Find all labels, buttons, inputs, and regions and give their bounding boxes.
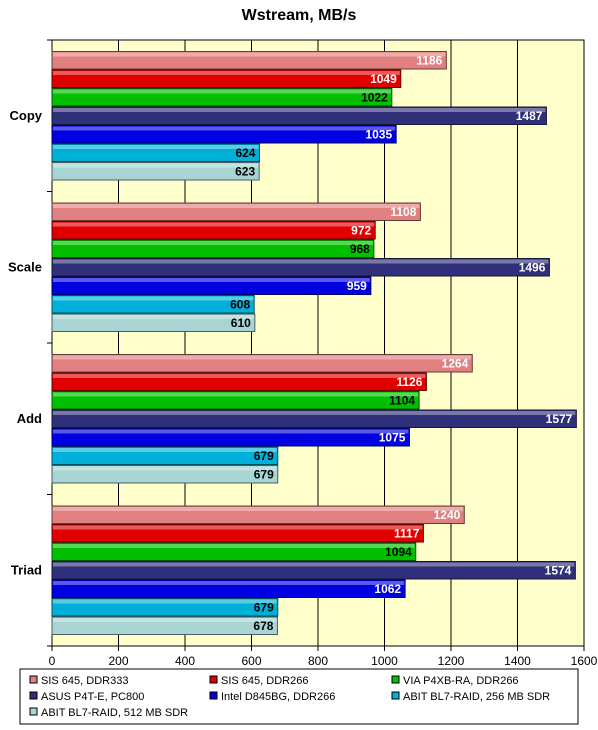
- bar-highlight: [53, 392, 419, 397]
- x-tick-label: 1000: [371, 654, 398, 668]
- bar-highlight: [53, 259, 549, 264]
- bar-highlight: [53, 355, 472, 360]
- x-tick-label: 200: [108, 654, 128, 668]
- legend-swatch: [391, 691, 400, 700]
- bar-highlight: [53, 466, 277, 471]
- x-tick-label: 800: [308, 654, 328, 668]
- data-label: 1104: [389, 393, 415, 407]
- x-tick-label: 0: [49, 654, 56, 668]
- data-label: 623: [235, 164, 255, 178]
- x-tick-label: 600: [241, 654, 261, 668]
- legend-swatch: [29, 675, 38, 684]
- bar-highlight: [53, 163, 259, 168]
- data-label: 1264: [442, 356, 469, 370]
- bar-highlight: [53, 278, 370, 282]
- bar-highlight: [53, 315, 254, 319]
- data-label: 1035: [365, 127, 392, 141]
- bar-highlight: [53, 374, 426, 378]
- data-label: 1049: [370, 72, 397, 86]
- legend-entry: SIS 645, DDR333: [41, 675, 128, 687]
- data-label: 678: [253, 619, 273, 633]
- x-axis: 0 200 400 600 800 1000 1200 1400 1600: [49, 646, 598, 668]
- data-label: 1577: [546, 412, 573, 426]
- legend: SIS 645, DDR333 SIS 645, DDR266 VIA P4XB-R…: [19, 668, 579, 725]
- data-label: 679: [254, 467, 274, 481]
- bar-highlight: [53, 599, 277, 604]
- bar-highlight: [53, 296, 254, 301]
- data-label: 1186: [416, 53, 442, 67]
- legend-swatch: [391, 675, 400, 684]
- data-label: 1240: [434, 508, 461, 522]
- bar-highlight: [53, 581, 405, 585]
- data-label: 1496: [519, 260, 546, 274]
- bar-highlight: [53, 448, 277, 452]
- legend-swatch: [29, 707, 38, 716]
- category-label: Add: [17, 411, 42, 426]
- legend-entry: ASUS P4T-E, PC800: [41, 691, 144, 703]
- data-label: 1075: [379, 430, 406, 444]
- bar-highlight: [53, 525, 423, 530]
- bar-highlight: [53, 411, 576, 415]
- bar-highlight: [53, 618, 277, 622]
- data-label: 959: [347, 279, 367, 293]
- category-label: Scale: [8, 259, 42, 274]
- legend-swatch: [209, 691, 218, 700]
- bar-highlight: [53, 544, 415, 548]
- bar-highlight: [53, 145, 259, 149]
- legend-box: [19, 668, 579, 725]
- x-tick-label: 1600: [571, 654, 598, 668]
- data-label: 679: [254, 600, 274, 614]
- data-label: 624: [235, 146, 255, 160]
- data-label: 1094: [385, 545, 412, 559]
- data-label: 1022: [361, 90, 388, 104]
- bar-highlight: [53, 108, 546, 112]
- legend-entry: SIS 645, DDR266: [221, 675, 308, 687]
- bar-highlight: [53, 507, 464, 511]
- category-label: Triad: [11, 562, 42, 577]
- data-label: 1117: [394, 526, 420, 540]
- bar-highlight: [53, 429, 409, 434]
- data-label: 608: [230, 297, 250, 311]
- data-label: 1108: [390, 205, 416, 219]
- bar-highlight: [53, 71, 400, 75]
- category-label: Copy: [10, 108, 43, 123]
- legend-entry: ABIT BL7-RAID, 256 MB SDR: [403, 691, 550, 703]
- data-label: 679: [254, 449, 274, 463]
- data-label: 1487: [516, 109, 543, 123]
- legend-entry: VIA P4XB-RA, DDR266: [403, 675, 519, 687]
- x-tick-label: 1200: [438, 654, 465, 668]
- legend-swatch: [29, 691, 38, 700]
- bar-highlight: [53, 89, 391, 94]
- x-tick-label: 400: [175, 654, 195, 668]
- legend-entry: Intel D845BG, DDR266: [221, 691, 335, 703]
- data-label: 972: [351, 223, 371, 237]
- bar-highlight: [53, 222, 375, 227]
- data-label: 1126: [396, 375, 422, 389]
- bar-highlight: [53, 204, 420, 208]
- bar-highlight: [53, 241, 373, 245]
- chart-title: Wstream, MB/s: [242, 7, 357, 24]
- legend-entry: ABIT BL7-RAID, 512 MB SDR: [41, 707, 188, 719]
- bar-highlight: [53, 126, 396, 131]
- x-tick-label: 1400: [504, 654, 531, 668]
- bar-highlight: [53, 52, 446, 57]
- data-label: 1062: [374, 582, 401, 596]
- data-label: 1574: [545, 563, 572, 577]
- bar-highlight: [53, 562, 575, 567]
- data-label: 610: [231, 316, 251, 330]
- legend-swatch: [209, 675, 218, 684]
- y-axis: Copy Scale Add Triad: [8, 39, 52, 647]
- bars: 1186 1049 1022 1487 1035 624 623 1108 972 968 1496…: [51, 51, 577, 635]
- data-label: 968: [350, 242, 370, 256]
